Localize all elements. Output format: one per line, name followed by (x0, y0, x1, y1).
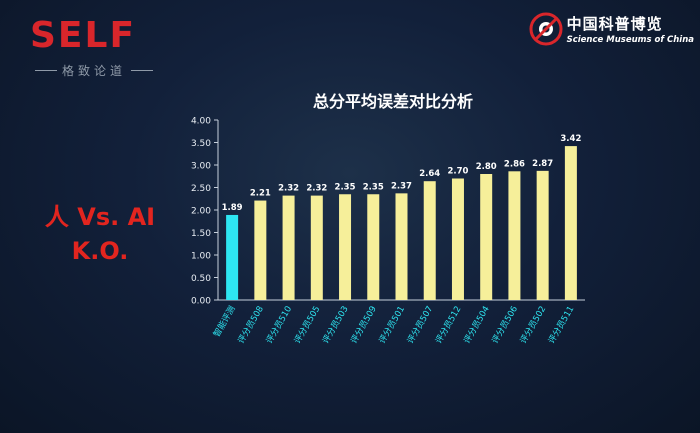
bar-value-label: 2.32 (306, 184, 327, 194)
museum-name-en: Science Museums of China (566, 35, 694, 45)
bar (254, 200, 267, 300)
divider (35, 70, 57, 71)
bar (310, 195, 323, 300)
bar-value-label: 2.32 (278, 184, 299, 194)
x-tick-label: 评分员509 (349, 305, 379, 346)
museum-name-cn: 中国科普博览 (566, 15, 663, 33)
headline: 人 Vs. AI K.O. (30, 200, 170, 268)
y-tick-label: 0.00 (191, 297, 211, 307)
bar (339, 194, 352, 300)
bar (508, 171, 521, 300)
science-museums-logo: 中国科普博览 Science Museums of China (529, 12, 694, 46)
bar-value-label: 2.80 (476, 162, 497, 172)
x-tick-label: 评分员505 (293, 305, 323, 346)
bar (480, 174, 493, 300)
bar-value-label: 2.35 (335, 182, 356, 192)
bar (423, 181, 436, 300)
bar-value-label: 2.70 (447, 167, 468, 177)
bar (564, 146, 577, 300)
bar-value-label: 2.37 (391, 181, 412, 191)
y-tick-label: 2.50 (191, 184, 211, 194)
bar-value-label: 2.87 (532, 159, 553, 169)
x-tick-label: 评分员502 (519, 305, 549, 346)
x-tick-label: 智能评测 (211, 304, 238, 339)
self-logo-text: SELF (30, 15, 137, 56)
bar-value-label: 1.89 (222, 203, 243, 213)
y-tick-label: 1.00 (191, 252, 211, 262)
x-tick-label: 评分员504 (462, 305, 492, 346)
chart-bars: 1.89 智能评测 2.21 评分员508 2.32 评分员510 2.32 评分员505 2.… (211, 134, 581, 346)
self-tagline: 格致论道 (30, 62, 158, 79)
x-tick-label: 评分员512 (434, 305, 464, 346)
bar-value-label: 2.21 (250, 189, 271, 199)
bar-value-label: 3.42 (560, 134, 581, 144)
x-tick-label: 评分员507 (406, 305, 436, 346)
x-tick-label: 评分员501 (378, 305, 408, 346)
y-tick-label: 3.50 (191, 139, 211, 149)
bar (282, 195, 295, 300)
x-tick-label: 评分员510 (265, 305, 295, 346)
self-tagline-text: 格致论道 (62, 64, 127, 78)
y-tick-label: 4.00 (191, 117, 211, 127)
y-tick-label: 3.00 (191, 162, 211, 172)
bar-value-label: 2.64 (419, 169, 440, 179)
y-tick-label: 1.50 (191, 229, 211, 239)
headline-line-1: 人 Vs. AI (44, 203, 156, 231)
x-tick-label: 评分员508 (236, 305, 266, 346)
bar (451, 178, 464, 300)
x-tick-label: 评分员503 (321, 305, 351, 346)
bar (395, 193, 408, 300)
museum-emblem-icon (529, 12, 563, 46)
chart-title: 总分平均误差对比分析 (313, 92, 473, 111)
bar (367, 194, 380, 300)
chart-axes: 0.00 0.50 1.00 1.50 2.00 2.50 3.00 3.50 4.00 (191, 117, 585, 307)
y-tick-label: 2.00 (191, 207, 211, 217)
headline-line-2: K.O. (71, 237, 129, 265)
y-tick-label: 0.50 (191, 274, 211, 284)
x-tick-label: 评分员506 (490, 305, 520, 346)
bar-value-label: 2.86 (504, 159, 525, 169)
highlight-bar (226, 214, 239, 300)
bar-value-label: 2.35 (363, 182, 384, 192)
x-tick-label: 评分员511 (547, 305, 577, 346)
bar (536, 170, 549, 300)
divider (131, 70, 153, 71)
self-logo: SELF 格致论道 (30, 16, 160, 79)
